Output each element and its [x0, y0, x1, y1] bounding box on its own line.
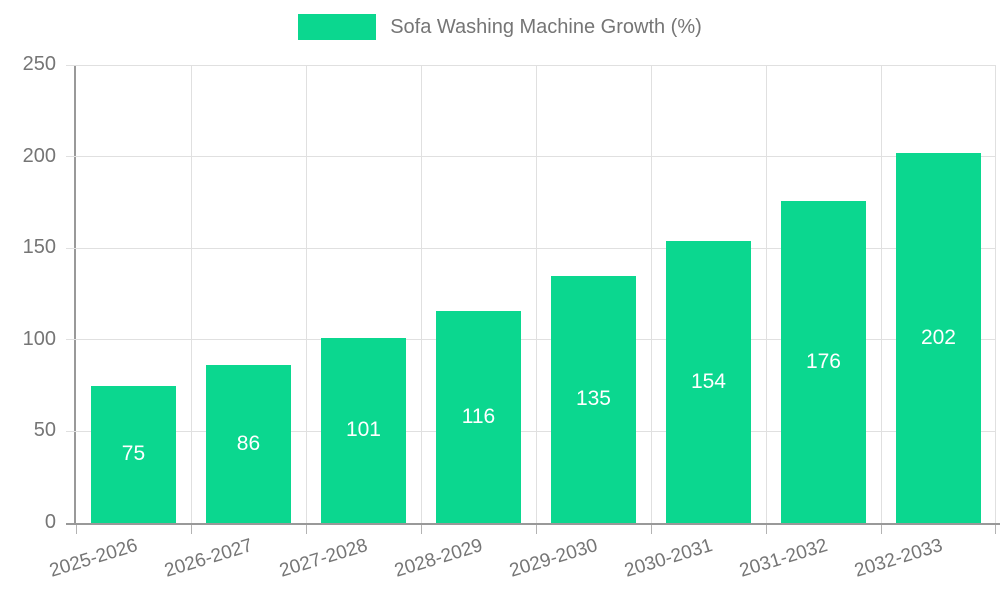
legend-label: Sofa Washing Machine Growth (%): [390, 15, 702, 38]
y-axis-tick-label: 100: [22, 327, 56, 350]
y-gridline: [66, 430, 996, 432]
bar-value-label: 135: [575, 387, 611, 411]
y-gridline: [66, 247, 996, 249]
bar-value-label: 75: [121, 442, 146, 466]
x-axis-tick: [995, 525, 996, 534]
y-axis-tick-label: 250: [22, 53, 56, 76]
x-gridline: [766, 65, 767, 523]
x-axis-tick: [881, 525, 882, 534]
x-gridline: [881, 65, 882, 523]
bar[interactable]: 75: [90, 385, 177, 523]
x-gridline: [995, 65, 996, 523]
x-axis-tick: [191, 525, 192, 534]
y-axis-tick-label: 150: [22, 236, 56, 259]
y-axis-tick-label: 200: [22, 144, 56, 167]
x-gridline: [191, 65, 192, 523]
bar[interactable]: 135: [550, 275, 637, 523]
bar-value-label: 86: [236, 432, 261, 456]
x-gridline: [651, 65, 652, 523]
y-axis-tick-label: 0: [44, 511, 56, 534]
legend-swatch: [298, 14, 377, 40]
bar[interactable]: 86: [205, 365, 292, 523]
bar[interactable]: 202: [895, 152, 982, 523]
y-gridline: [66, 64, 996, 66]
x-axis-tick: [536, 525, 537, 534]
x-axis-line: [66, 523, 1000, 525]
legend-item[interactable]: Sofa Washing Machine Growth (%): [298, 14, 702, 40]
bar-value-label: 101: [345, 418, 381, 442]
y-gridline: [66, 339, 996, 341]
x-gridline: [306, 65, 307, 523]
bar[interactable]: 101: [320, 337, 407, 523]
x-gridline: [421, 65, 422, 523]
x-axis-tick: [306, 525, 307, 534]
bar[interactable]: 116: [435, 310, 522, 523]
bar[interactable]: 176: [780, 200, 867, 523]
bar-value-label: 202: [920, 325, 956, 349]
bar-value-label: 154: [690, 369, 726, 393]
x-axis-tick: [76, 525, 77, 534]
bar[interactable]: 154: [665, 240, 752, 523]
legend: Sofa Washing Machine Growth (%): [0, 14, 1000, 40]
x-axis-tick: [766, 525, 767, 534]
bar-value-label: 116: [461, 404, 496, 428]
y-gridline: [66, 156, 996, 158]
x-axis-tick: [421, 525, 422, 534]
x-axis-tick: [651, 525, 652, 534]
plot-area: 0 50 100 150 200 250 75 2025-2026 86 2026-2027 101…: [23, 53, 996, 582]
bar-value-label: 176: [805, 349, 841, 373]
y-axis-tick-label: 50: [33, 419, 56, 442]
x-gridline: [536, 65, 537, 523]
